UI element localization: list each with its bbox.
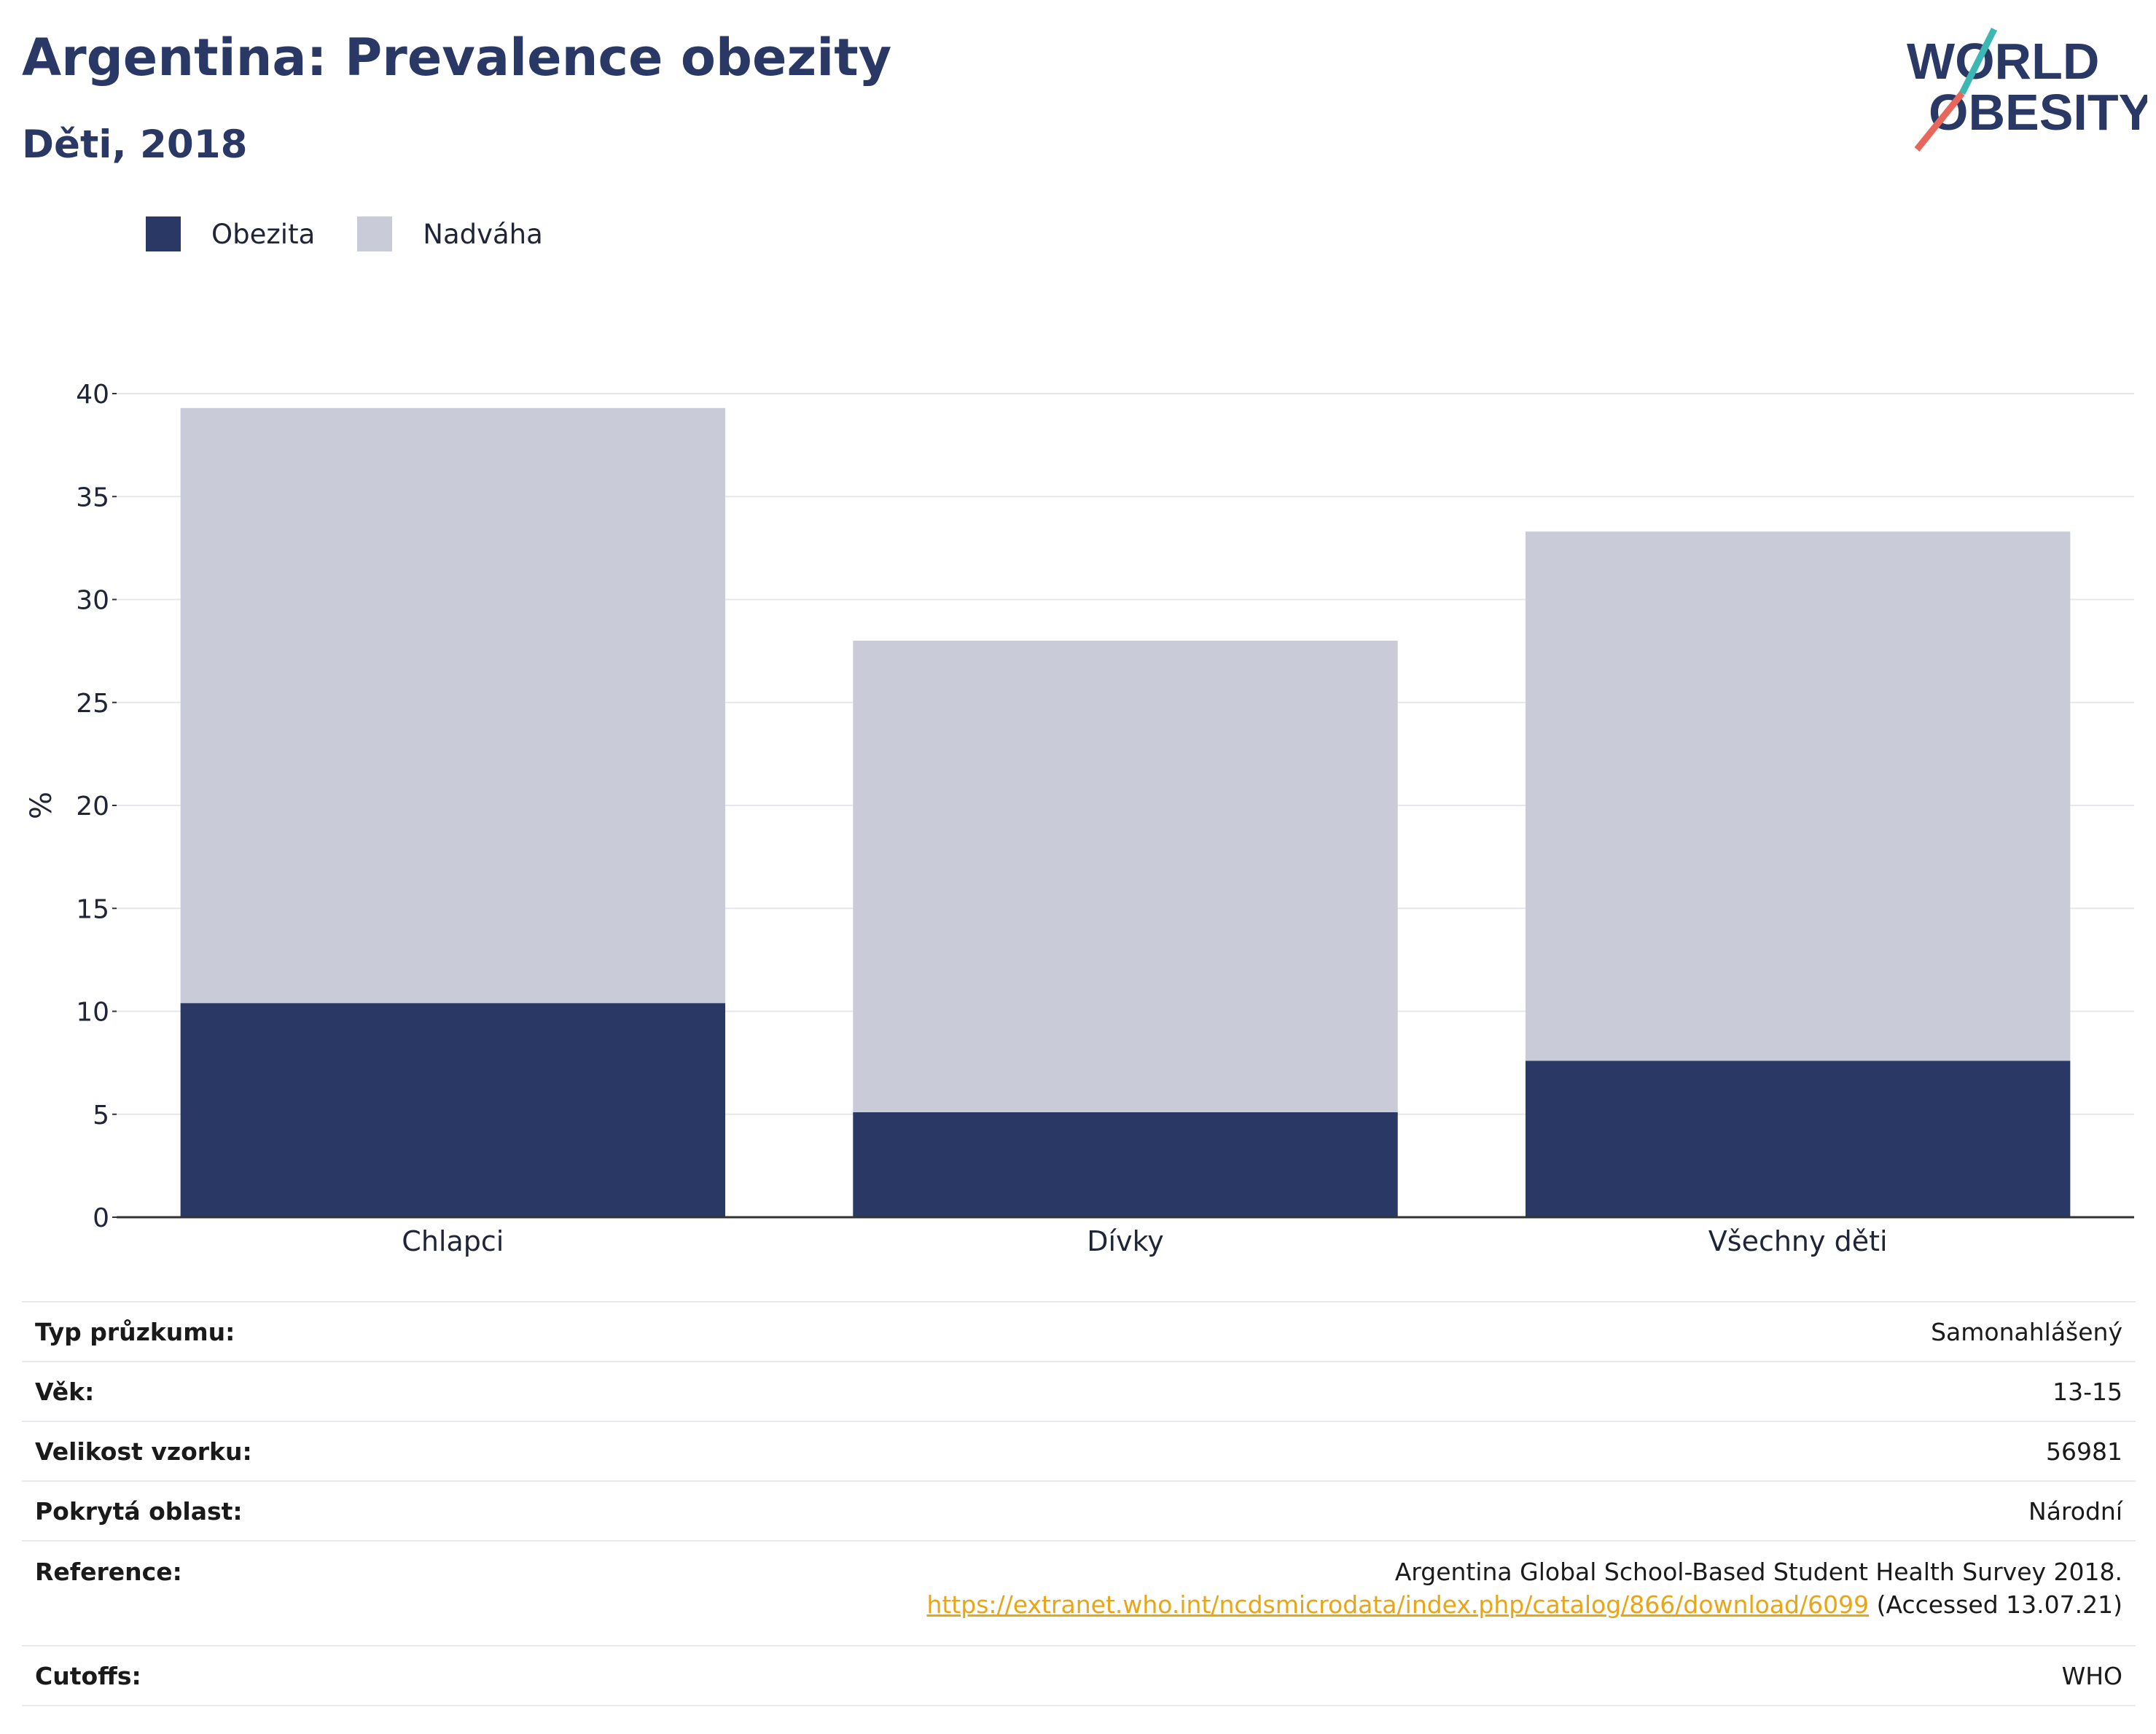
legend-swatch-obesity — [146, 216, 181, 251]
y-tick-label: 20 — [76, 792, 109, 821]
bar-overweight[interactable] — [180, 407, 726, 1004]
area-value: Národní — [372, 1481, 2136, 1542]
area-label: Pokrytá oblast: — [22, 1481, 373, 1542]
y-tick-label: 30 — [76, 586, 109, 616]
table-row: Cutoffs: WHO — [22, 1646, 2136, 1706]
bar-obesity[interactable] — [853, 1112, 1398, 1217]
survey-type-value: Samonahlášený — [372, 1301, 2136, 1362]
y-tick-label: 0 — [93, 1203, 109, 1233]
reference-value: Argentina Global School-Based Student He… — [372, 1541, 2136, 1647]
bar-obesity[interactable] — [180, 1003, 726, 1217]
bar-overweight[interactable] — [853, 641, 1398, 1112]
logo-line2: OBESITY — [1929, 84, 2147, 141]
chart-plot: 0 5 10 15 20 25 30 35 40 Chlapci Dívky Všechny děti… — [25, 380, 2134, 1257]
legend-swatch-overweight — [357, 216, 393, 251]
legend-label-obesity: Obezita — [211, 218, 316, 250]
bar-overweight[interactable] — [1525, 531, 2071, 1061]
y-tick-label: 35 — [76, 483, 109, 512]
y-tick-label: 25 — [76, 689, 109, 719]
age-value: 13-15 — [372, 1362, 2136, 1422]
y-tick-label: 15 — [76, 894, 109, 924]
world-obesity-logo: WORLD OBESITY — [1899, 15, 2152, 160]
x-tick-label: Dívky — [1087, 1225, 1163, 1257]
bars — [180, 407, 2071, 1217]
y-tick-label: 10 — [76, 998, 109, 1028]
chart-title: Argentina: Prevalence obezity — [22, 28, 892, 87]
survey-info-table: Typ průzkumu: Samonahlášený Věk: 13-15 V… — [22, 1301, 2136, 1706]
legend-label-overweight: Nadváha — [423, 218, 543, 250]
legend-item-obesity[interactable]: Obezita — [146, 216, 315, 251]
cutoffs-label: Cutoffs: — [22, 1646, 373, 1706]
sample-size-label: Velikost vzorku: — [22, 1421, 373, 1482]
reference-link[interactable]: https://extranet.who.int/ncdsmicrodata/i… — [926, 1590, 1870, 1619]
table-row: Věk: 13-15 — [22, 1362, 2136, 1422]
reference-text: Argentina Global School-Based Student He… — [1394, 1558, 2122, 1586]
logo-line1: WORLD — [1907, 33, 2099, 90]
reference-label: Reference: — [22, 1541, 373, 1647]
legend-item-overweight[interactable]: Nadváha — [357, 216, 543, 251]
table-row: Reference: Argentina Global School-Based… — [22, 1541, 2136, 1647]
survey-type-label: Typ průzkumu: — [22, 1301, 373, 1362]
y-axis-label: % — [25, 792, 58, 819]
bar-obesity[interactable] — [1525, 1061, 2071, 1217]
reference-accessed: (Accessed 13.07.21) — [1876, 1590, 2122, 1619]
y-tick-label: 40 — [76, 380, 109, 410]
table-row: Pokrytá oblast: Národní — [22, 1481, 2136, 1542]
logo-coral-slash — [1914, 91, 1965, 152]
x-tick-label: Chlapci — [402, 1225, 504, 1257]
chart-subtitle: Děti, 2018 — [22, 122, 248, 167]
axes: 0 5 10 15 20 25 30 35 40 Chlapci Dívky Všechny děti… — [25, 380, 2134, 1257]
y-tick-label: 5 — [93, 1101, 109, 1130]
table-row: Typ průzkumu: Samonahlášený — [22, 1301, 2136, 1362]
logo-teal-slash — [1958, 27, 1998, 95]
sample-size-value: 56981 — [372, 1421, 2136, 1482]
age-label: Věk: — [22, 1362, 373, 1422]
x-tick-label: Všechny děti — [1708, 1225, 1888, 1257]
table-row: Velikost vzorku: 56981 — [22, 1421, 2136, 1482]
cutoffs-value: WHO — [372, 1646, 2136, 1706]
chart-legend: Obezita Nadváha — [146, 216, 585, 251]
